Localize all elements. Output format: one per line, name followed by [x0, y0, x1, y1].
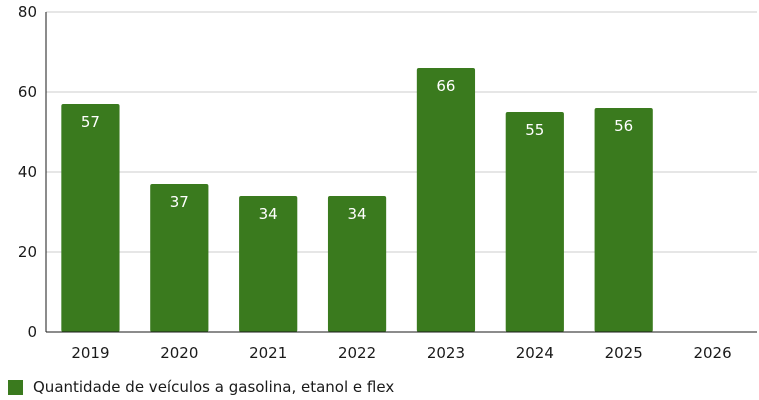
bar: [239, 196, 298, 332]
x-tick-label: 2026: [693, 344, 731, 362]
y-tick-label: 0: [27, 323, 37, 341]
data-label: 34: [348, 205, 367, 223]
legend: Quantidade de veículos a gasolina, etano…: [8, 378, 394, 396]
y-tick-label: 60: [18, 83, 37, 101]
y-tick-label: 40: [18, 163, 37, 181]
x-tick-label: 2021: [249, 344, 287, 362]
bar: [327, 196, 387, 332]
bar: [150, 184, 209, 332]
x-tick-label: 2023: [427, 344, 465, 362]
legend-swatch: [8, 379, 23, 395]
y-tick-label: 80: [18, 3, 37, 21]
data-label: 34: [259, 205, 278, 223]
x-tick-label: 2025: [605, 344, 643, 362]
bar: [416, 68, 476, 332]
x-tick-label: 2020: [160, 344, 198, 362]
data-label: 66: [436, 77, 455, 95]
data-label: 55: [525, 121, 544, 139]
data-label: 37: [170, 193, 189, 211]
x-tick-label: 2019: [71, 344, 109, 362]
bar: [61, 104, 120, 332]
x-tick-label: 2024: [516, 344, 554, 362]
data-label: 57: [81, 113, 100, 131]
bar: [594, 108, 653, 332]
bar: [505, 112, 564, 332]
x-tick-label: 2022: [338, 344, 376, 362]
data-label: 56: [614, 117, 633, 135]
y-tick-label: 20: [18, 243, 37, 261]
legend-label: Quantidade de veículos a gasolina, etano…: [33, 378, 395, 396]
bar-chart-plot: 0 20 40 60 80 57 2019 37 2020 34 2021 34 2022 66 2023 5…: [18, 3, 757, 362]
